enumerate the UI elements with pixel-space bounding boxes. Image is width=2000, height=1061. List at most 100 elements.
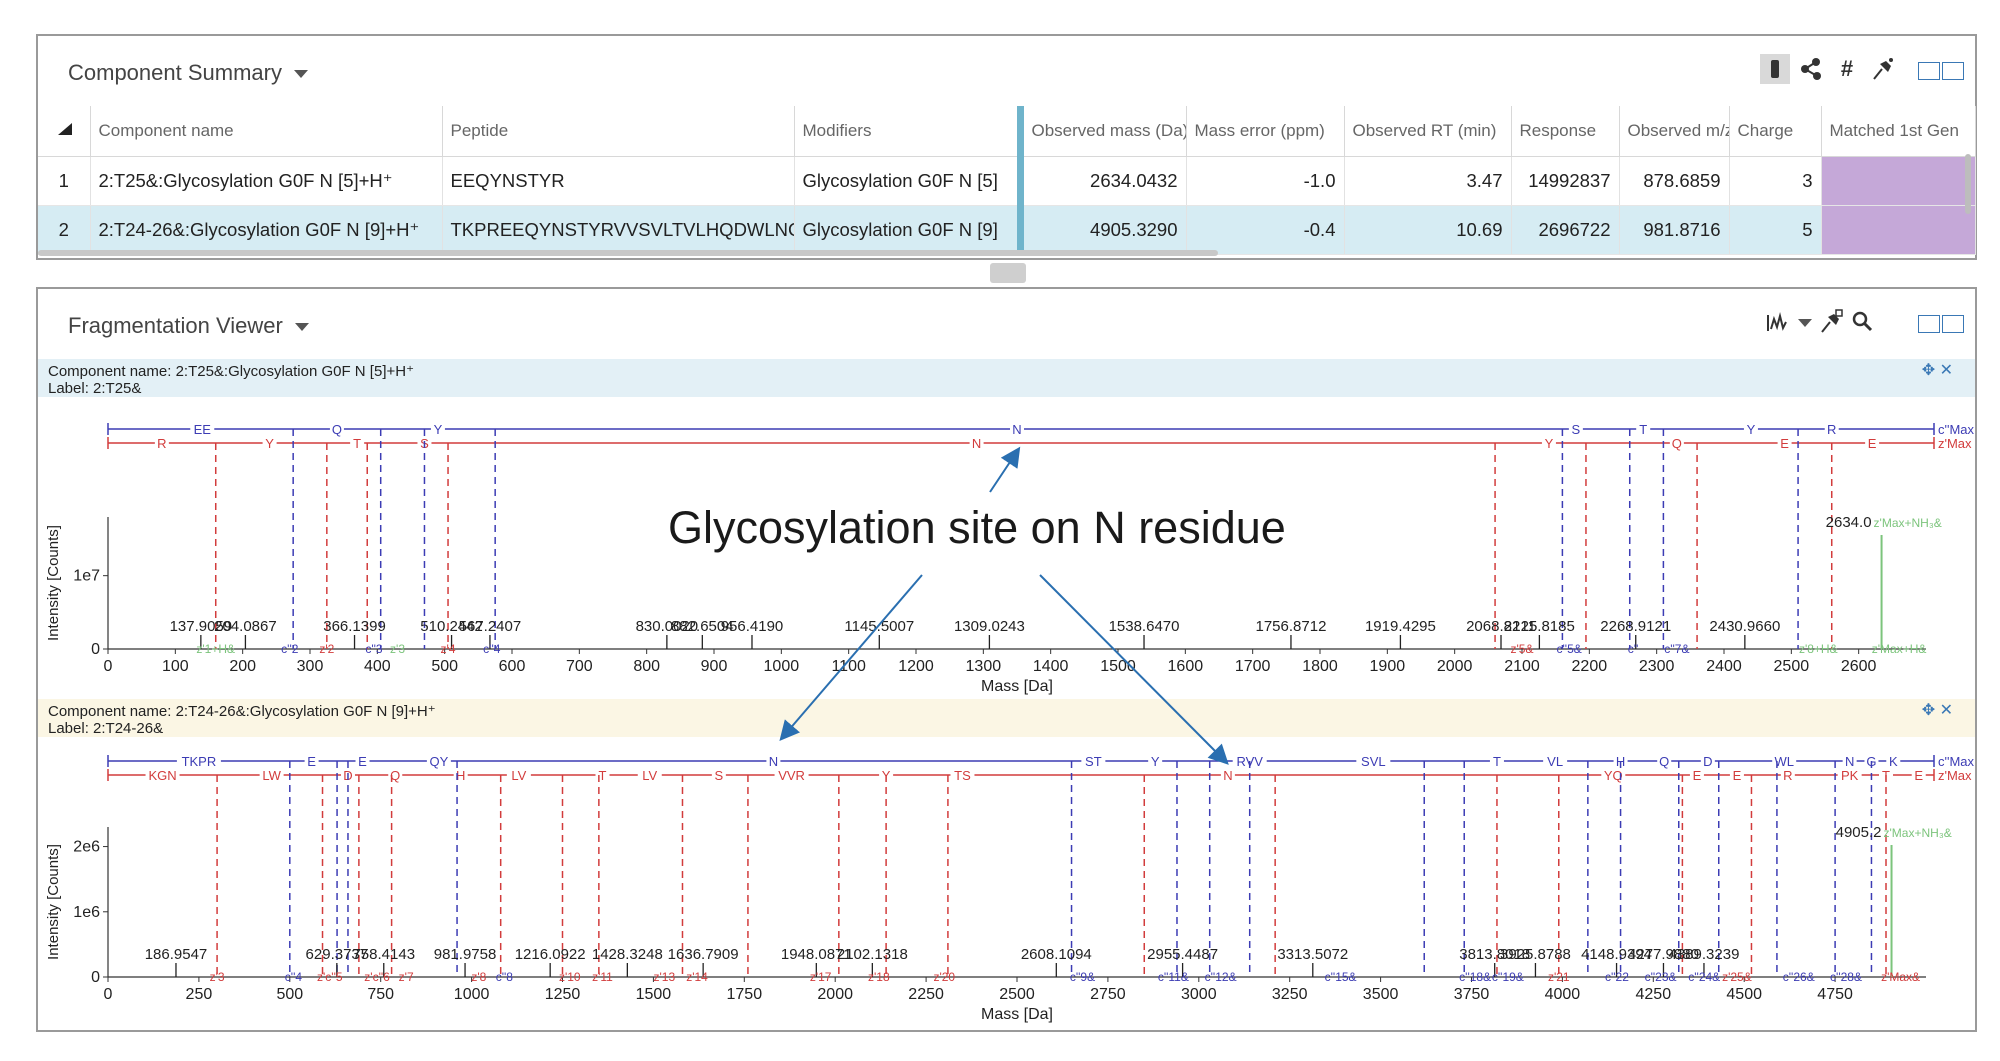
cell-response[interactable]: 14992837 xyxy=(1511,156,1620,206)
peak-label: 758.4143 xyxy=(352,946,415,963)
maximize-icon[interactable] xyxy=(1942,315,1964,333)
c-residue-bg xyxy=(430,421,445,437)
column-modifiers[interactable]: Modifiers xyxy=(794,106,1021,157)
c-residue-bg xyxy=(1824,421,1839,437)
chevron-down-icon[interactable] xyxy=(293,70,308,79)
x-tick-label: 0 xyxy=(104,658,113,675)
cell-modifiers[interactable]: Glycosylation G0F N [5] xyxy=(794,156,1021,206)
fragmentation-viewer-title[interactable]: Fragmentation Viewer xyxy=(68,313,309,339)
zoom-icon[interactable] xyxy=(1848,307,1878,337)
cell-observed-rt[interactable]: 3.47 xyxy=(1344,156,1512,206)
pin-close-icon[interactable]: ✥ ✕ xyxy=(1921,702,1953,719)
ion-label: z'Max& xyxy=(1881,970,1920,984)
column-peptide[interactable]: Peptide xyxy=(442,106,795,157)
fragmentation-viewer-panel: Fragmentation Viewer Component name: 2:T… xyxy=(36,287,1977,1032)
c-ladder-end-label: c''Max xyxy=(1938,422,1975,437)
cell-peptide[interactable]: TKPREEQYNSTYRVVSVLTVLHQDWLNGK xyxy=(442,205,795,255)
minimize-icon[interactable] xyxy=(1918,62,1940,80)
panel-splitter[interactable] xyxy=(990,263,1026,283)
cell-response[interactable]: 2696722 xyxy=(1511,205,1620,255)
chevron-down-icon[interactable] xyxy=(1790,307,1820,337)
x-tick-label: 1500 xyxy=(636,986,672,1003)
z-residue-label: T xyxy=(599,768,607,783)
cell-observed-rt[interactable]: 10.69 xyxy=(1344,205,1512,255)
y-axis-label: Intensity [Counts] xyxy=(45,525,62,641)
spectrum-1-label: Label: 2:T25& xyxy=(48,380,142,397)
cell-observed-mz[interactable]: 981.8716 xyxy=(1619,205,1730,255)
cell-observed-mass[interactable]: 2634.0432 xyxy=(1016,156,1187,206)
column-charge[interactable]: Charge xyxy=(1729,106,1822,157)
x-tick-label: 200 xyxy=(229,658,256,675)
x-tick-label: 250 xyxy=(186,986,213,1003)
pin-icon[interactable] xyxy=(1868,54,1898,84)
minimize-icon[interactable] xyxy=(1918,315,1940,333)
z-residue-label: E xyxy=(1914,768,1923,783)
spectrum-chart-1: 0 100 200 300 400 500 600 700 800 900 1000 1100 1200… xyxy=(45,421,1975,695)
cell-component-name[interactable]: 2:T24-26&:Glycosylation G0F N [9]+H⁺ xyxy=(90,205,443,255)
y-tick-label: 1e6 xyxy=(73,904,100,921)
maximize-icon[interactable] xyxy=(1942,62,1964,80)
cell-component-name[interactable]: 2:T25&:Glycosylation G0F N [5]+H⁺ xyxy=(90,156,443,206)
table-row[interactable]: 1 2:T25&:Glycosylation G0F N [5]+H⁺ EEQY… xyxy=(38,156,1976,206)
z-residue-bg xyxy=(1601,767,1626,783)
c-residue-bg xyxy=(426,753,451,769)
peak-label: 1636.7909 xyxy=(668,946,739,963)
ion-label: z'7 xyxy=(399,970,414,984)
x-tick-label: 700 xyxy=(566,658,593,675)
cell-observed-mz[interactable]: 878.6859 xyxy=(1619,156,1730,206)
column-response[interactable]: Response xyxy=(1511,106,1620,157)
x-axis-label: Mass [Da] xyxy=(981,678,1053,695)
column-component-name[interactable]: Component name xyxy=(90,106,443,157)
cell-observed-mass[interactable]: 4905.3290 xyxy=(1016,205,1187,255)
table-row-selected[interactable]: 2 2:T24-26&:Glycosylation G0F N [9]+H⁺ T… xyxy=(38,205,1976,255)
x-tick-label: 3250 xyxy=(1272,986,1308,1003)
cell-mass-error[interactable]: -0.4 xyxy=(1186,205,1345,255)
ion-label: z'20 xyxy=(933,970,955,984)
sort-icon[interactable] xyxy=(38,106,91,157)
x-tick-label: 3000 xyxy=(1181,986,1217,1003)
peak-label: 1428.3248 xyxy=(592,946,663,963)
cell-mass-error[interactable]: -1.0 xyxy=(1186,156,1345,206)
peak-label: 1216.0922 xyxy=(515,946,586,963)
ion-label: z'3 xyxy=(210,970,225,984)
pin-icon[interactable] xyxy=(1816,307,1846,337)
cell-charge[interactable]: 5 xyxy=(1729,205,1822,255)
c-residue-label: SVL xyxy=(1361,754,1386,769)
hash-icon[interactable]: # xyxy=(1840,56,1854,81)
column-observed-rt[interactable]: Observed RT (min) xyxy=(1344,106,1512,157)
cell-charge[interactable]: 3 xyxy=(1729,156,1822,206)
peak-label: 137.9059 xyxy=(170,618,233,635)
column-mass-error[interactable]: Mass error (ppm) xyxy=(1186,106,1345,157)
x-tick-label: 2300 xyxy=(1639,658,1675,675)
x-tick-label: 1000 xyxy=(454,986,490,1003)
column-observed-mass[interactable]: Observed mass (Da) xyxy=(1016,106,1187,157)
y-tick-label: 2e6 xyxy=(73,839,100,856)
component-summary-title[interactable]: Component Summary xyxy=(68,60,308,86)
y-axis-label: Intensity [Counts] xyxy=(45,844,62,960)
column-observed-mz[interactable]: Observed m/z xyxy=(1619,106,1730,157)
filter-icon[interactable] xyxy=(1760,54,1790,84)
spectrum-2-label: Label: 2:T24-26& xyxy=(48,720,164,737)
column-matched-1st-gen[interactable]: Matched 1st Gen xyxy=(1821,106,1976,157)
cell-peptide[interactable]: EEQYNSTYR xyxy=(442,156,795,206)
ion-label: z'11 xyxy=(592,970,613,984)
chevron-down-icon[interactable] xyxy=(294,323,309,332)
cell-matched-1st-gen[interactable] xyxy=(1821,156,1976,206)
glycosylation-annotation: Glycosylation site on N residue xyxy=(668,502,1286,553)
c-residue-label: QY xyxy=(429,754,448,769)
spectrum-icon[interactable] xyxy=(1764,307,1794,337)
cell-modifiers[interactable]: Glycosylation G0F N [9] xyxy=(794,205,1021,255)
network-icon[interactable] xyxy=(1796,54,1826,84)
peak-label: 2268.9121 xyxy=(1600,618,1671,635)
z-residue-label: R xyxy=(157,436,166,451)
pin-close-icon[interactable]: ✥ ✕ xyxy=(1921,362,1953,379)
horizontal-scrollbar[interactable] xyxy=(38,250,1218,256)
c-residue-label: T xyxy=(1493,754,1501,769)
z-residue-label: H xyxy=(456,768,465,783)
c-residue-label: Y xyxy=(1151,754,1160,769)
ion-label: z'Max+H& xyxy=(1872,642,1927,656)
vertical-scrollbar[interactable] xyxy=(1965,154,1971,214)
c-residue-bg xyxy=(1489,753,1504,769)
cell-matched-1st-gen[interactable] xyxy=(1821,205,1976,255)
x-tick-label: 800 xyxy=(633,658,660,675)
